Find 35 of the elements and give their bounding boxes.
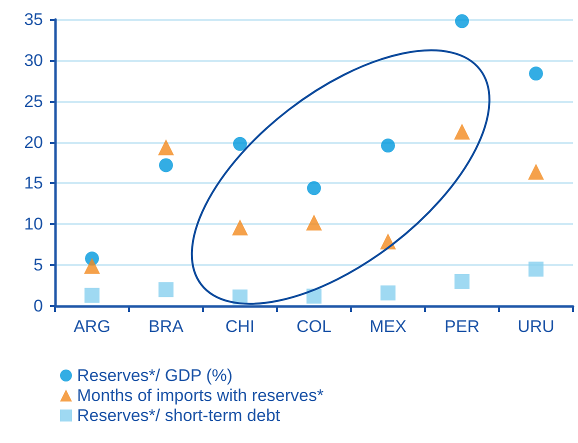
y-tick-label: 15: [24, 174, 43, 193]
point: [232, 219, 248, 236]
point: [381, 138, 395, 153]
y-tick-label: 10: [24, 214, 43, 234]
y-tick-label: 0: [34, 296, 43, 316]
point: [84, 288, 100, 303]
y-tick-label: 5: [34, 256, 43, 275]
x-tick-label: ARG: [74, 317, 110, 336]
point: [233, 136, 247, 151]
point: [84, 258, 100, 274]
x-tick-label: URU: [518, 317, 554, 336]
x-tick-label: COL: [296, 317, 332, 336]
point: [529, 66, 543, 81]
x-tick-label: PER: [444, 317, 480, 336]
legend-label: Reserves*/ GDP (%): [77, 366, 233, 385]
point: [528, 262, 544, 277]
y-tick-label: 25: [24, 92, 43, 111]
point: [380, 285, 396, 300]
y-tick-label: 20: [24, 132, 43, 152]
legend-label: Months of imports with reserves*: [77, 386, 324, 405]
x-tick-label: BRA: [148, 317, 184, 336]
x-tick-label: MEX: [370, 317, 406, 336]
y-tick-label: 30: [24, 50, 43, 70]
point: [158, 139, 174, 156]
point: [455, 14, 469, 28]
point: [159, 158, 173, 172]
point: [307, 181, 321, 196]
legend-label: Reserves*/ short-term debt: [77, 406, 280, 425]
point: [158, 282, 174, 298]
y-tick-label: 35: [24, 10, 43, 29]
point: [454, 124, 470, 140]
point: [528, 164, 544, 180]
x-tick-label: CHI: [225, 317, 255, 336]
point: [454, 274, 470, 289]
point: [306, 214, 322, 231]
